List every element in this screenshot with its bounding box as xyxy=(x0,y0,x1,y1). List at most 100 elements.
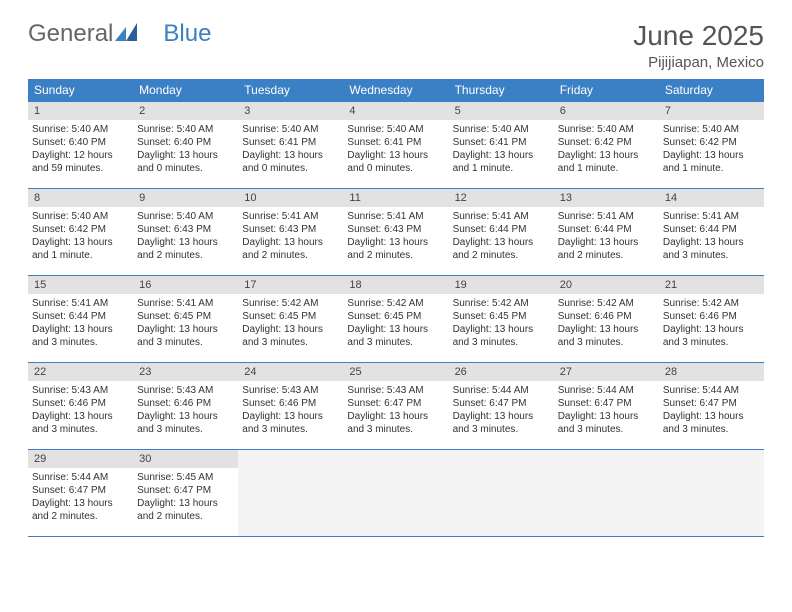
daylight-line: Daylight: 13 hours and 3 minutes. xyxy=(663,323,760,349)
day-number: 15 xyxy=(28,276,133,294)
day-content: Sunrise: 5:44 AMSunset: 6:47 PMDaylight:… xyxy=(554,381,659,440)
sunset-line: Sunset: 6:46 PM xyxy=(242,397,339,410)
sunset-line: Sunset: 6:44 PM xyxy=(558,223,655,236)
sunset-line: Sunset: 6:44 PM xyxy=(453,223,550,236)
sunrise-line: Sunrise: 5:40 AM xyxy=(32,210,129,223)
sunset-line: Sunset: 6:47 PM xyxy=(32,484,129,497)
sunrise-line: Sunrise: 5:40 AM xyxy=(137,210,234,223)
day-content: Sunrise: 5:44 AMSunset: 6:47 PMDaylight:… xyxy=(28,468,133,527)
title-block: June 2025 Pijijiapan, Mexico xyxy=(633,20,764,71)
day-number: 6 xyxy=(554,102,659,120)
day-number: 22 xyxy=(28,363,133,381)
sunrise-line: Sunrise: 5:44 AM xyxy=(663,384,760,397)
day-number: 19 xyxy=(449,276,554,294)
day-number: 12 xyxy=(449,189,554,207)
daylight-line: Daylight: 13 hours and 2 minutes. xyxy=(242,236,339,262)
sunrise-line: Sunrise: 5:42 AM xyxy=(558,297,655,310)
day-cell xyxy=(238,450,343,537)
day-cell xyxy=(659,450,764,537)
day-cell xyxy=(554,450,659,537)
day-content: Sunrise: 5:40 AMSunset: 6:40 PMDaylight:… xyxy=(28,120,133,179)
day-cell: 27Sunrise: 5:44 AMSunset: 6:47 PMDayligh… xyxy=(554,363,659,450)
daylight-line: Daylight: 13 hours and 1 minute. xyxy=(663,149,760,175)
daylight-line: Daylight: 12 hours and 59 minutes. xyxy=(32,149,129,175)
logo-text-general: General xyxy=(28,20,113,48)
day-cell: 12Sunrise: 5:41 AMSunset: 6:44 PMDayligh… xyxy=(449,189,554,276)
day-number: 16 xyxy=(133,276,238,294)
daylight-line: Daylight: 13 hours and 0 minutes. xyxy=(347,149,444,175)
sunrise-line: Sunrise: 5:43 AM xyxy=(242,384,339,397)
sunrise-line: Sunrise: 5:41 AM xyxy=(32,297,129,310)
day-cell: 17Sunrise: 5:42 AMSunset: 6:45 PMDayligh… xyxy=(238,276,343,363)
sunrise-line: Sunrise: 5:43 AM xyxy=(137,384,234,397)
sunrise-line: Sunrise: 5:43 AM xyxy=(347,384,444,397)
day-number: 29 xyxy=(28,450,133,468)
sunset-line: Sunset: 6:42 PM xyxy=(558,136,655,149)
day-cell: 30Sunrise: 5:45 AMSunset: 6:47 PMDayligh… xyxy=(133,450,238,537)
day-cell: 15Sunrise: 5:41 AMSunset: 6:44 PMDayligh… xyxy=(28,276,133,363)
calendar-body: 1Sunrise: 5:40 AMSunset: 6:40 PMDaylight… xyxy=(28,102,764,537)
sunset-line: Sunset: 6:42 PM xyxy=(663,136,760,149)
weekday-header-row: Sunday Monday Tuesday Wednesday Thursday… xyxy=(28,79,764,102)
daylight-line: Daylight: 13 hours and 3 minutes. xyxy=(453,410,550,436)
day-number: 26 xyxy=(449,363,554,381)
day-content: Sunrise: 5:41 AMSunset: 6:44 PMDaylight:… xyxy=(659,207,764,266)
day-number: 3 xyxy=(238,102,343,120)
day-cell: 8Sunrise: 5:40 AMSunset: 6:42 PMDaylight… xyxy=(28,189,133,276)
sunset-line: Sunset: 6:45 PM xyxy=(347,310,444,323)
day-content: Sunrise: 5:43 AMSunset: 6:46 PMDaylight:… xyxy=(238,381,343,440)
day-cell: 19Sunrise: 5:42 AMSunset: 6:45 PMDayligh… xyxy=(449,276,554,363)
day-cell: 29Sunrise: 5:44 AMSunset: 6:47 PMDayligh… xyxy=(28,450,133,537)
sunrise-line: Sunrise: 5:45 AM xyxy=(137,471,234,484)
day-cell: 16Sunrise: 5:41 AMSunset: 6:45 PMDayligh… xyxy=(133,276,238,363)
location: Pijijiapan, Mexico xyxy=(633,54,764,71)
day-cell: 24Sunrise: 5:43 AMSunset: 6:46 PMDayligh… xyxy=(238,363,343,450)
sunrise-line: Sunrise: 5:44 AM xyxy=(558,384,655,397)
day-number: 10 xyxy=(238,189,343,207)
sunrise-line: Sunrise: 5:40 AM xyxy=(453,123,550,136)
sunrise-line: Sunrise: 5:40 AM xyxy=(558,123,655,136)
day-content: Sunrise: 5:40 AMSunset: 6:41 PMDaylight:… xyxy=(238,120,343,179)
sunset-line: Sunset: 6:43 PM xyxy=(242,223,339,236)
weekday-tuesday: Tuesday xyxy=(238,79,343,102)
daylight-line: Daylight: 13 hours and 3 minutes. xyxy=(32,410,129,436)
sunset-line: Sunset: 6:46 PM xyxy=(137,397,234,410)
sunset-line: Sunset: 6:47 PM xyxy=(558,397,655,410)
sunset-line: Sunset: 6:44 PM xyxy=(663,223,760,236)
day-cell xyxy=(449,450,554,537)
sunset-line: Sunset: 6:43 PM xyxy=(137,223,234,236)
sunset-line: Sunset: 6:44 PM xyxy=(32,310,129,323)
sunrise-line: Sunrise: 5:41 AM xyxy=(347,210,444,223)
sunset-line: Sunset: 6:46 PM xyxy=(32,397,129,410)
day-number: 4 xyxy=(343,102,448,120)
day-cell: 20Sunrise: 5:42 AMSunset: 6:46 PMDayligh… xyxy=(554,276,659,363)
day-cell: 22Sunrise: 5:43 AMSunset: 6:46 PMDayligh… xyxy=(28,363,133,450)
day-content: Sunrise: 5:40 AMSunset: 6:42 PMDaylight:… xyxy=(659,120,764,179)
day-content: Sunrise: 5:44 AMSunset: 6:47 PMDaylight:… xyxy=(659,381,764,440)
daylight-line: Daylight: 13 hours and 2 minutes. xyxy=(32,497,129,523)
sunrise-line: Sunrise: 5:42 AM xyxy=(453,297,550,310)
daylight-line: Daylight: 13 hours and 1 minute. xyxy=(453,149,550,175)
sunrise-line: Sunrise: 5:44 AM xyxy=(32,471,129,484)
sunrise-line: Sunrise: 5:41 AM xyxy=(137,297,234,310)
sunset-line: Sunset: 6:47 PM xyxy=(137,484,234,497)
week-row: 8Sunrise: 5:40 AMSunset: 6:42 PMDaylight… xyxy=(28,189,764,276)
sunrise-line: Sunrise: 5:44 AM xyxy=(453,384,550,397)
day-cell: 11Sunrise: 5:41 AMSunset: 6:43 PMDayligh… xyxy=(343,189,448,276)
day-cell: 14Sunrise: 5:41 AMSunset: 6:44 PMDayligh… xyxy=(659,189,764,276)
sunrise-line: Sunrise: 5:40 AM xyxy=(32,123,129,136)
day-cell: 21Sunrise: 5:42 AMSunset: 6:46 PMDayligh… xyxy=(659,276,764,363)
sunrise-line: Sunrise: 5:40 AM xyxy=(347,123,444,136)
day-content: Sunrise: 5:45 AMSunset: 6:47 PMDaylight:… xyxy=(133,468,238,527)
daylight-line: Daylight: 13 hours and 3 minutes. xyxy=(558,323,655,349)
sunset-line: Sunset: 6:46 PM xyxy=(663,310,760,323)
sunset-line: Sunset: 6:40 PM xyxy=(137,136,234,149)
logo-text-blue: Blue xyxy=(163,20,211,48)
weekday-monday: Monday xyxy=(133,79,238,102)
day-number: 21 xyxy=(659,276,764,294)
day-cell: 28Sunrise: 5:44 AMSunset: 6:47 PMDayligh… xyxy=(659,363,764,450)
weekday-wednesday: Wednesday xyxy=(343,79,448,102)
week-row: 15Sunrise: 5:41 AMSunset: 6:44 PMDayligh… xyxy=(28,276,764,363)
day-content: Sunrise: 5:41 AMSunset: 6:43 PMDaylight:… xyxy=(238,207,343,266)
daylight-line: Daylight: 13 hours and 3 minutes. xyxy=(453,323,550,349)
